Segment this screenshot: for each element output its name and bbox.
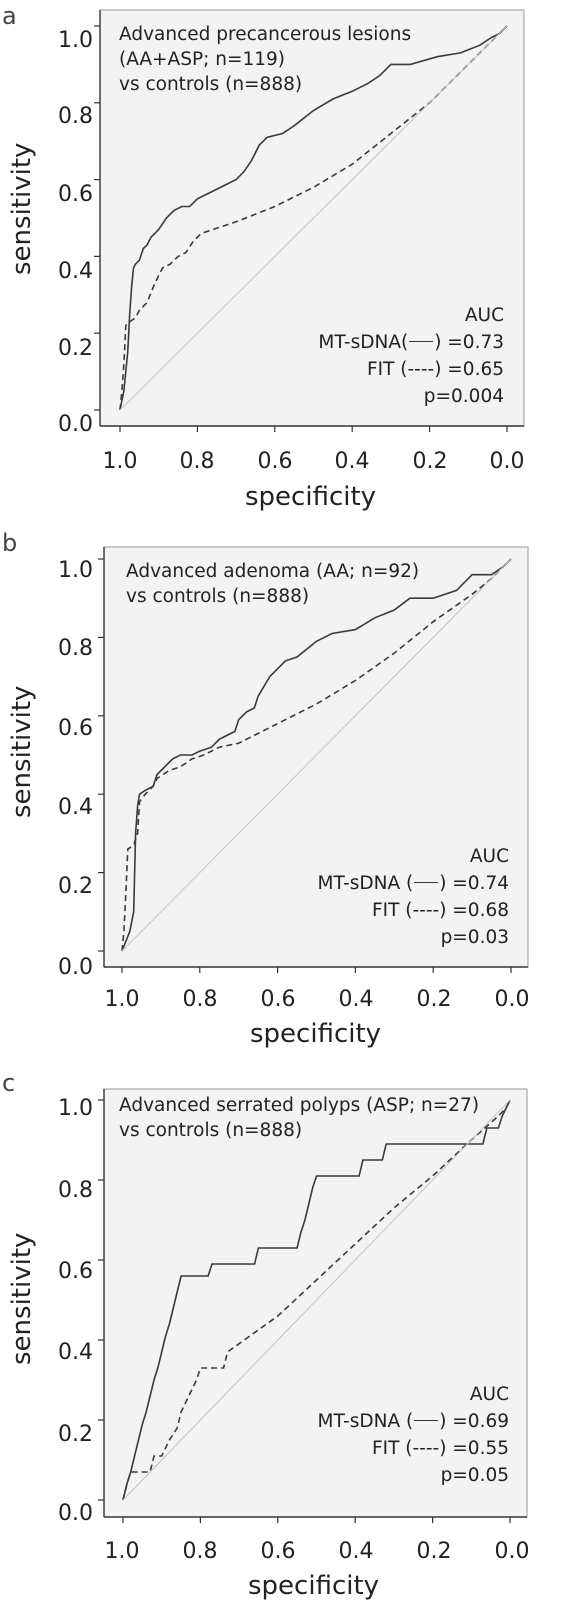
chart-annotation: Advanced adenoma (AA; n=92) vs controls … xyxy=(126,559,419,609)
x-tick-label: 0.2 xyxy=(416,1539,452,1564)
auc-text: ) =0.69 xyxy=(439,1411,509,1432)
plot-svg xyxy=(98,1088,528,1523)
auc-legend: AUC MT-sDNA ( ) =0.74 FIT (----) =0.68 p=… xyxy=(317,843,509,951)
x-tick-label: 0.4 xyxy=(338,987,374,1012)
y-tick-label: 0.6 xyxy=(58,716,93,741)
y-tick-label: 0.0 xyxy=(58,1501,93,1526)
y-tick-label: 1.0 xyxy=(58,28,93,53)
y-tick-label: 0.2 xyxy=(58,336,93,361)
y-tick-label: 0.0 xyxy=(58,955,93,980)
solid-line-indicator xyxy=(414,1419,439,1421)
roc-panel-b: b sensitivity 0.0 0.2 0.4 0.6 0.8 1.0 1.… xyxy=(0,525,565,1065)
auc-header: AUC xyxy=(464,305,504,326)
x-tick-label: 1.0 xyxy=(104,987,140,1012)
panel-letter: b xyxy=(2,529,18,557)
solid-line-indicator xyxy=(409,340,434,342)
auc-line-fit: FIT (----) =0.55 xyxy=(372,1438,509,1459)
auc-line-fit: FIT (----) =0.68 xyxy=(372,900,509,921)
auc-line-mtsdna: MT-sDNA ( ) =0.69 xyxy=(317,1408,509,1435)
y-tick-label: 0.4 xyxy=(58,795,93,820)
annotation-line: vs controls (n=888) xyxy=(119,1120,303,1141)
annotation-line: Advanced precancerous lesions xyxy=(119,24,412,45)
y-tick-label: 0.8 xyxy=(58,1178,93,1203)
auc-text: MT-sDNA( xyxy=(318,332,409,353)
x-tick-label: 0.0 xyxy=(489,449,525,474)
auc-legend: AUC MT-sDNA ( ) =0.69 FIT (----) =0.55 p=… xyxy=(317,1381,509,1489)
auc-text: ) =0.73 xyxy=(434,332,504,353)
plot-svg xyxy=(98,546,529,973)
x-tick-label: 0.8 xyxy=(182,987,218,1012)
auc-text: MT-sDNA ( xyxy=(317,873,414,894)
mt-sdna-roc-curve xyxy=(121,558,512,952)
x-tick-label: 0.8 xyxy=(182,1539,218,1564)
auc-line-fit: FIT (----) =0.65 xyxy=(367,359,504,380)
x-tick-label: 0.0 xyxy=(494,987,530,1012)
panel-letter: a xyxy=(2,2,17,30)
fit-roc-curve xyxy=(121,558,512,952)
annotation-line: Advanced adenoma (AA; n=92) xyxy=(126,561,420,582)
mt-sdna-roc-curve xyxy=(119,25,508,411)
p-value: p=0.03 xyxy=(440,927,509,948)
x-axis-label: specificity xyxy=(245,482,377,512)
auc-text: MT-sDNA ( xyxy=(317,1411,414,1432)
p-value: p=0.004 xyxy=(423,386,504,407)
fit-roc-curve xyxy=(119,25,508,411)
annotation-line: (AA+ASP; n=119) xyxy=(119,49,285,70)
y-tick-label: 1.0 xyxy=(58,1096,93,1121)
x-tick-label: 0.2 xyxy=(412,449,448,474)
reference-diagonal-line xyxy=(121,558,512,952)
x-tick-label: 0.4 xyxy=(334,449,370,474)
reference-diagonal-line xyxy=(119,25,508,411)
y-tick-label: 0.2 xyxy=(58,1422,93,1447)
y-tick-label: 0.6 xyxy=(58,182,93,207)
x-tick-label: 0.0 xyxy=(494,1539,530,1564)
y-tick-label: 0.2 xyxy=(58,874,93,899)
auc-header: AUC xyxy=(469,1384,509,1405)
chart-annotation: Advanced serrated polyps (ASP; n=27) vs … xyxy=(119,1093,479,1143)
auc-line-mtsdna: MT-sDNA( ) =0.73 xyxy=(318,329,504,356)
x-tick-label: 0.6 xyxy=(260,987,296,1012)
x-axis-label: specificity xyxy=(248,1571,380,1601)
roc-panel-a: a sensitivity 0.0 0.2 0.4 0.6 0.8 1.0 1.… xyxy=(0,0,565,525)
solid-line-indicator xyxy=(414,881,439,883)
y-tick-label: 0.4 xyxy=(58,259,93,284)
y-tick-label: 0.6 xyxy=(58,1259,93,1284)
annotation-line: vs controls (n=888) xyxy=(126,586,310,607)
reference-diagonal-line xyxy=(122,1099,511,1501)
auc-text: ) =0.74 xyxy=(439,873,509,894)
chart-annotation: Advanced precancerous lesions (AA+ASP; n… xyxy=(119,22,411,97)
annotation-line: Advanced serrated polyps (ASP; n=27) xyxy=(119,1095,480,1116)
p-value: p=0.05 xyxy=(440,1465,509,1486)
x-axis-label: specificity xyxy=(250,1019,382,1049)
plot-svg xyxy=(94,9,525,432)
auc-line-mtsdna: MT-sDNA ( ) =0.74 xyxy=(317,870,509,897)
x-tick-label: 0.2 xyxy=(416,987,452,1012)
y-tick-label: 0.0 xyxy=(58,412,93,437)
roc-panel-c: c sensitivity 0.0 0.2 0.4 0.6 0.8 1.0 1.… xyxy=(0,1065,565,1617)
auc-header: AUC xyxy=(469,846,509,867)
mt-sdna-roc-curve xyxy=(122,1099,511,1501)
annotation-line: vs controls (n=888) xyxy=(119,74,303,95)
y-tick-label: 0.8 xyxy=(58,104,93,129)
y-tick-label: 1.0 xyxy=(58,558,93,583)
x-tick-label: 0.8 xyxy=(179,449,215,474)
y-tick-label: 0.8 xyxy=(58,636,93,661)
x-tick-label: 1.0 xyxy=(102,449,138,474)
x-tick-label: 1.0 xyxy=(104,1539,140,1564)
x-tick-label: 0.6 xyxy=(257,449,293,474)
y-tick-label: 0.4 xyxy=(58,1340,93,1365)
panel-letter: c xyxy=(2,1069,16,1097)
x-tick-label: 0.4 xyxy=(338,1539,374,1564)
x-tick-label: 0.6 xyxy=(260,1539,296,1564)
auc-legend: AUC MT-sDNA( ) =0.73 FIT (----) =0.65 p=0… xyxy=(318,302,504,410)
